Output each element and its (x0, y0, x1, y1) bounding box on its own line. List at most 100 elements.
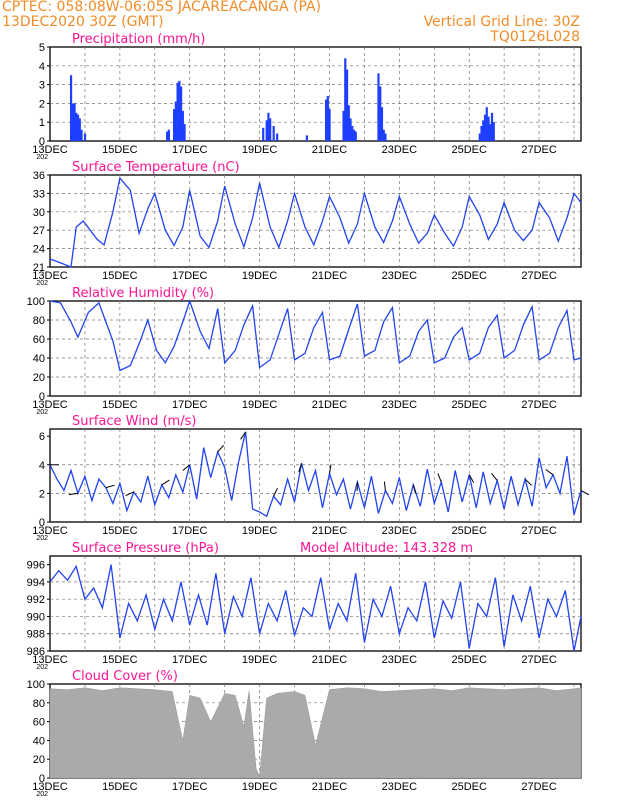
x-tick-label: 21DEC (312, 525, 348, 537)
wind-arrow (161, 479, 170, 486)
panel-3: 0 20 40 60 80 100 13DEC 15DEC 17DEC 19DEC 21DEC 23D… (27, 286, 582, 416)
precip-bar (382, 129, 385, 141)
y-tick-label: 100 (27, 296, 45, 308)
x-tick-label: 15DEC (102, 270, 138, 282)
x-tick-label: 13DEC (32, 144, 68, 156)
y-tick-label: 0 (39, 517, 45, 529)
x-tick-label: 15DEC (102, 144, 138, 156)
panel-1: 0 1 2 3 4 5 13DEC 15DEC 17DEC 19DEC 21DEC 23DEC 25DE… (32, 32, 582, 161)
precip-bar (324, 99, 328, 141)
precip-bar (269, 118, 272, 141)
x-tick-label: 19DEC (242, 144, 278, 156)
x-tick-label: 27DEC (521, 654, 557, 666)
wind-arrow (412, 484, 416, 494)
wind-arrow (273, 487, 278, 497)
x-tick-label: 23DEC (382, 144, 418, 156)
x-tick-label: 23DEC (382, 270, 418, 282)
panel-frame (49, 46, 582, 142)
y-tick-label: 21 (33, 262, 45, 274)
y-tick-label: 994 (27, 577, 45, 589)
y-tick-label: 40 (33, 353, 45, 365)
precip-bar (73, 103, 76, 141)
panel-frame (49, 555, 582, 652)
year-label: 202 (36, 535, 48, 542)
precip-bar (492, 122, 495, 141)
wind-arrow (217, 444, 225, 453)
panel-2: 21 24 27 30 33 36 13DEC 15DEC 17DEC 19DEC 21DEC 23D… (32, 160, 582, 287)
y-tick-label: 988 (27, 629, 45, 641)
series-line (49, 176, 582, 268)
panel-frame (49, 428, 582, 523)
series-line (49, 564, 582, 652)
precip-bar (265, 120, 268, 141)
x-tick-label: 15DEC (102, 654, 138, 666)
precip-bar (180, 86, 183, 141)
y-tick-label: 33 (33, 188, 45, 200)
x-tick-label: 25DEC (451, 399, 487, 411)
x-tick-label: 27DEC (521, 525, 557, 537)
wind-arrow (468, 474, 475, 483)
wind-arrow (524, 478, 532, 486)
x-tick-label: 13DEC (32, 525, 68, 537)
x-tick-label: 13DEC (32, 781, 68, 793)
series-line (49, 431, 582, 518)
y-tick-label: 1 (39, 117, 45, 129)
precip-bar (379, 86, 382, 141)
y-tick-label: 100 (27, 679, 45, 691)
precip-bar (166, 131, 169, 141)
y-tick-label: 4 (39, 460, 45, 472)
x-tick-label: 23DEC (382, 399, 418, 411)
precip-bar (480, 125, 483, 141)
panel-title: Surface Pressure (hPa) (72, 541, 219, 556)
x-tick-label: 19DEC (242, 654, 278, 666)
wind-arrow (580, 490, 590, 496)
precip-bar (174, 101, 177, 141)
y-tick-label: 0 (39, 136, 45, 148)
panel-subtitle: Model Altitude: 143.328 m (300, 541, 473, 556)
station-header: CPTEC: 058:08W-06:05S JACAREACANGA (PA) (2, 0, 321, 15)
y-tick-label: 80 (33, 698, 45, 710)
x-tick-label: 27DEC (521, 399, 557, 411)
y-tick-label: 2 (39, 98, 45, 110)
x-tick-label: 17DEC (172, 399, 208, 411)
y-tick-label: 990 (27, 611, 45, 623)
y-tick-label: 4 (39, 61, 45, 73)
product-code: TQ0126L028 (489, 29, 580, 45)
panel-title: Surface Wind (m/s) (72, 414, 196, 429)
y-tick-label: 20 (33, 372, 45, 384)
precip-bar (482, 120, 485, 141)
y-tick-label: 6 (39, 431, 45, 443)
y-tick-label: 0 (39, 773, 45, 785)
x-tick-label: 13DEC (32, 399, 68, 411)
y-tick-label: 20 (33, 754, 45, 766)
year-label: 202 (36, 280, 48, 287)
series-line (49, 298, 582, 372)
precip-bar (342, 110, 345, 141)
precip-bar (75, 112, 78, 141)
x-tick-label: 19DEC (242, 399, 278, 411)
y-tick-label: 992 (27, 594, 45, 606)
panel-title: Relative Humidity (%) (72, 286, 214, 301)
wind-arrow (68, 492, 79, 496)
precip-bar (489, 124, 492, 141)
precip-bar (487, 116, 490, 141)
precip-bar (76, 114, 80, 141)
precip-bar (78, 118, 81, 141)
y-tick-label: 5 (39, 42, 45, 54)
x-tick-label: 15DEC (102, 399, 138, 411)
precip-bar (344, 58, 347, 141)
precip-bar (176, 82, 179, 141)
x-tick-label: 27DEC (521, 270, 557, 282)
precip-bar (181, 110, 184, 141)
year-label: 202 (36, 409, 48, 416)
precip-bar (267, 112, 270, 141)
precip-bar (71, 103, 74, 141)
wind-arrow (545, 469, 554, 476)
precip-bar (272, 125, 275, 141)
precip-bar (262, 127, 265, 141)
precip-bar (349, 118, 352, 141)
precip-bar (69, 75, 73, 141)
x-tick-label: 19DEC (242, 781, 278, 793)
precip-bar (380, 107, 384, 141)
